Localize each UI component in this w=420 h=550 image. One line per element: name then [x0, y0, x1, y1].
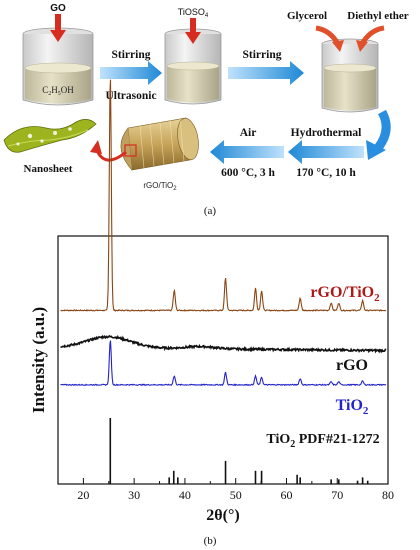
reagent-diethyl-ether: Diethyl ether: [347, 10, 409, 22]
arrow-step-4: [210, 140, 284, 164]
reference-label: TiO2 PDF#21-1272: [266, 432, 379, 450]
x-tick-label: 30: [128, 488, 140, 502]
beaker-1: [22, 27, 94, 106]
x-tick-label: 50: [230, 488, 242, 502]
step2-label: Stirring: [243, 49, 282, 61]
caption-b: (b): [204, 535, 217, 547]
series-tio2-line: [60, 340, 387, 387]
nanosheet-label: Nanosheet: [24, 163, 73, 175]
step1-bottom-label: Ultrasonic: [105, 90, 156, 102]
x-ticks: 20 30 40 50 60 70 80: [57, 478, 394, 502]
beaker-3: [321, 38, 379, 113]
x-tick-label: 40: [179, 488, 191, 502]
reagent-glycerol: Glycerol: [287, 10, 327, 22]
reagent-go: GO: [50, 3, 66, 14]
step4-top-label: Air: [240, 127, 257, 139]
nanosheet-illustration: [3, 119, 97, 153]
x-tick-label: 20: [77, 488, 89, 502]
x-tick-label: 60: [280, 488, 292, 502]
plot-frame: [57, 235, 389, 485]
chart-marks: rGO/TiO2 rGO TiO2 TiO2 PDF#21-1272: [60, 79, 387, 484]
step1-top-label: Stirring: [112, 49, 151, 61]
arrow-go-down: [50, 14, 66, 42]
arrow-glycerol: [315, 25, 344, 52]
arrow-tioso4-down: [185, 18, 201, 44]
arrow-step-2: [228, 61, 304, 85]
rgo-tio2-tube: [120, 117, 199, 171]
series-label-rgo-tio2: rGO/TiO2: [310, 284, 380, 304]
caption-a: (a): [204, 205, 217, 217]
series-rgo-line: [60, 334, 387, 354]
solvent-ethanol: C2H5OH: [42, 85, 74, 97]
x-tick-label: 70: [331, 488, 343, 502]
synthesis-scheme: GO C2H5OH Stirring Ultrasonic TiOSO4 Sti…: [3, 3, 409, 217]
y-axis-label: Intensity (a.u.): [29, 307, 48, 413]
reagent-tioso4: TiOSO4: [178, 7, 209, 19]
arrow-step-1: [100, 61, 162, 85]
series-label-tio2: TiO2: [336, 397, 369, 417]
step3-bottom-label: 170 °C, 10 h: [296, 167, 356, 179]
series-rgo-tio2-line: [60, 79, 386, 312]
product-label: rGO/TiO2: [143, 181, 177, 192]
arrow-zoom: [90, 140, 127, 162]
series-label-rgo: rGO: [336, 357, 368, 374]
step4-bottom-label: 600 °C, 3 h: [221, 167, 275, 179]
arrow-curve-down: [366, 109, 391, 160]
arrow-ether: [356, 25, 385, 52]
step3-top-label: Hydrothermal: [291, 127, 362, 139]
arrow-step-3: [288, 140, 364, 164]
x-axis-label: 2θ(°): [206, 507, 239, 524]
xrd-chart: rGO/TiO2 rGO TiO2 TiO2 PDF#21-1272 20 30 40 50…: [29, 79, 394, 524]
x-tick-label: 80: [382, 488, 394, 502]
